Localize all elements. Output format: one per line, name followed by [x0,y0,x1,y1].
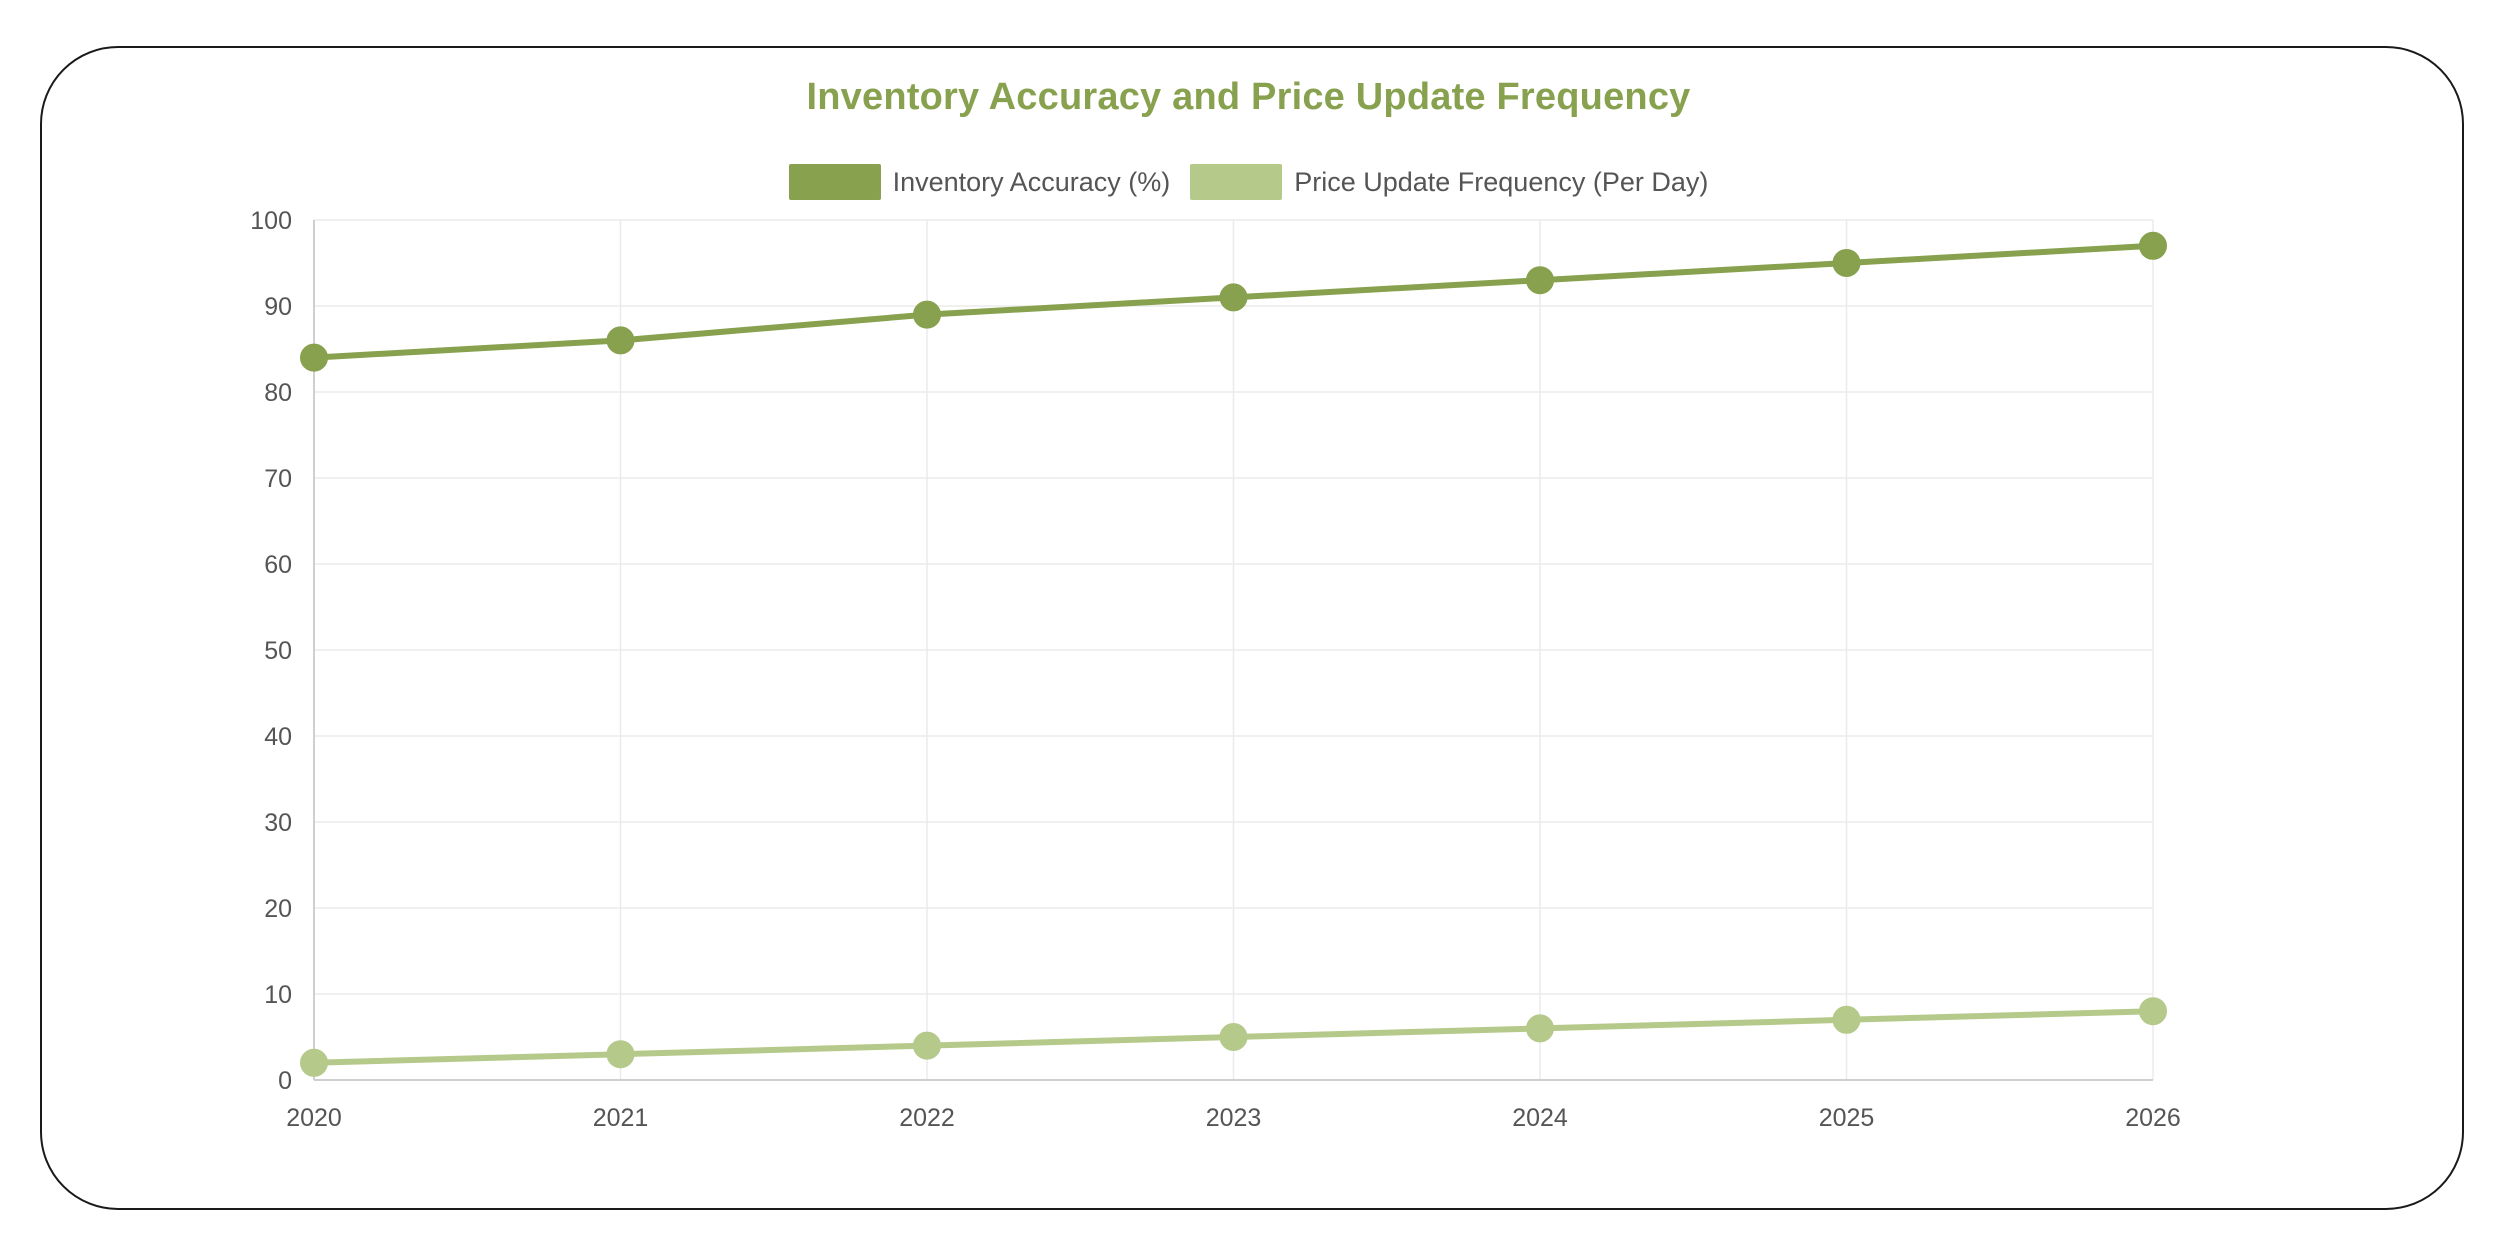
y-tick-labels: 0 10 20 30 40 50 60 70 80 90 100 [250,207,292,1095]
series-points [300,231,2167,1077]
data-point[interactable] [913,1031,941,1060]
y-tick-label: 20 [264,895,292,923]
data-point[interactable] [300,343,328,372]
data-point[interactable] [1219,1023,1248,1051]
data-point[interactable] [606,326,635,355]
y-tick-label: 70 [264,465,292,493]
legend-label-price-update-frequency: Price Update Frequency (Per Day) [1294,166,1709,197]
data-point[interactable] [300,1048,328,1077]
data-point[interactable] [913,300,941,329]
y-tick-label: 0 [278,1067,292,1095]
y-tick-label: 10 [264,981,292,1009]
legend-swatch-price-update-frequency [1190,164,1283,200]
legend-label-inventory-accuracy: Inventory Accuracy (%) [892,166,1171,197]
x-tick-label: 2021 [593,1104,649,1132]
x-tick-label: 2024 [1512,1104,1568,1132]
x-tick-label: 2026 [2125,1104,2181,1132]
data-point[interactable] [1219,283,1248,312]
data-point[interactable] [1832,1005,1861,1034]
legend-swatch-inventory-accuracy [788,164,881,200]
chart-title: Inventory Accuracy and Price Update Freq… [806,76,1691,118]
y-tick-label: 30 [264,809,292,837]
legend-item-price-update-frequency[interactable]: Price Update Frequency (Per Day) [1190,164,1708,200]
y-tick-label: 90 [264,293,292,321]
grid-lines [314,219,2154,1080]
legend-item-inventory-accuracy[interactable]: Inventory Accuracy (%) [788,164,1171,200]
data-point[interactable] [2139,231,2167,260]
x-tick-label: 2022 [899,1104,955,1132]
x-tick-label: 2020 [286,1104,342,1132]
data-point[interactable] [1832,249,1861,277]
data-point[interactable] [1526,1014,1554,1043]
x-tick-label: 2023 [1206,1104,1262,1132]
y-tick-label: 100 [250,207,292,235]
y-tick-label: 80 [264,379,292,407]
data-point[interactable] [606,1040,635,1069]
chart-legend: Inventory Accuracy (%) Price Update Freq… [0,164,2497,200]
y-tick-label: 50 [264,637,292,665]
x-tick-label: 2025 [1819,1104,1875,1132]
data-point[interactable] [2139,997,2167,1026]
x-tick-labels: 2020 2021 2022 2023 2024 2025 2026 [286,1104,2181,1132]
y-tick-label: 40 [264,723,292,751]
data-point[interactable] [1526,266,1554,295]
y-tick-label: 60 [264,551,292,579]
